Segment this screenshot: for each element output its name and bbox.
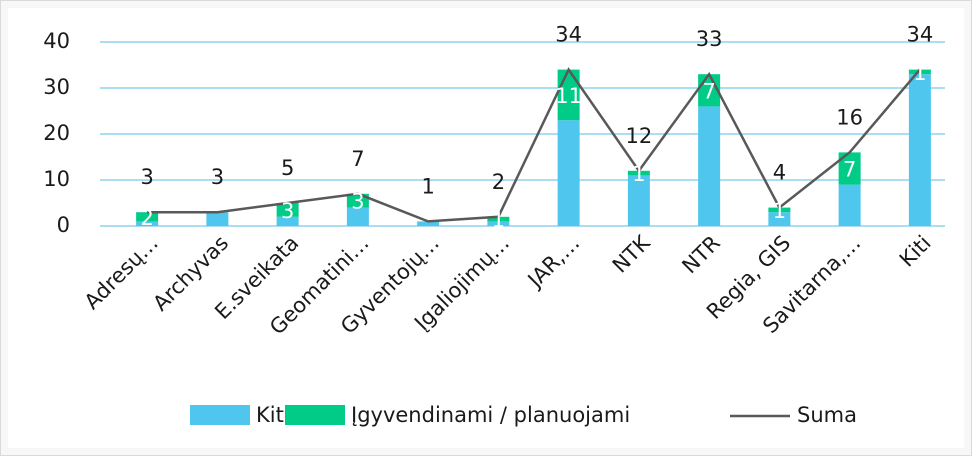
y-tick-label: 40: [43, 29, 70, 53]
bar-segment: [908, 74, 931, 226]
y-tick-label: 20: [43, 121, 70, 145]
segment-label: 7: [843, 158, 856, 182]
data-label: 1: [421, 174, 434, 198]
data-label: 2: [492, 170, 505, 194]
legend-swatch: [285, 405, 345, 425]
bar-segment: [627, 175, 650, 226]
segment-label: 3: [281, 199, 294, 223]
bar-segment: [768, 207, 791, 213]
data-label: 3: [140, 165, 153, 189]
legend-label: Įgyvendinami / planuojami: [351, 403, 630, 427]
bar-segment: [557, 120, 580, 226]
data-label: 3: [211, 165, 224, 189]
data-label: 12: [626, 124, 653, 148]
bar-segment: [768, 212, 791, 226]
data-label: 34: [555, 23, 582, 47]
bar-segment: [276, 203, 299, 217]
bar-segment: [698, 106, 721, 226]
bar-segment: [838, 184, 861, 226]
data-label: 33: [696, 27, 723, 51]
bar-segment: [838, 152, 861, 185]
bar-segment: [276, 216, 299, 226]
segment-label: 7: [702, 79, 715, 103]
bar-segment: [487, 216, 510, 222]
bar-segment: [136, 212, 159, 222]
bar-segment: [908, 69, 931, 75]
y-tick-label: 0: [57, 213, 70, 237]
data-label: 5: [281, 156, 294, 180]
bar-segment: [206, 212, 229, 226]
plot-panel: [8, 8, 964, 448]
segment-label: 1: [773, 199, 786, 223]
legend-label: Suma: [797, 403, 857, 427]
legend-swatch: [190, 405, 250, 425]
data-label: 34: [907, 23, 934, 47]
segment-label: 1: [632, 162, 645, 186]
y-tick-label: 30: [43, 75, 70, 99]
legend: Kiti Įgyvendinami / planuojami Suma: [190, 403, 857, 427]
bar-segment: [487, 221, 510, 226]
bar-segment: [417, 221, 440, 226]
data-label: 16: [836, 105, 863, 129]
segment-label: 2: [140, 206, 153, 230]
segment-label: 11: [555, 84, 582, 108]
legend-label: Kiti: [256, 403, 290, 427]
bar-segment: [627, 170, 650, 176]
sum-line: [147, 67, 921, 223]
bar-segment: [136, 221, 159, 226]
segment-label: 3: [351, 190, 364, 214]
data-label: 4: [773, 161, 786, 185]
segment-label: 1: [492, 208, 505, 232]
bar-segment: [346, 207, 369, 226]
segment-label: 1: [913, 61, 926, 85]
data-label: 7: [351, 147, 364, 171]
y-tick-label: 10: [43, 167, 70, 191]
